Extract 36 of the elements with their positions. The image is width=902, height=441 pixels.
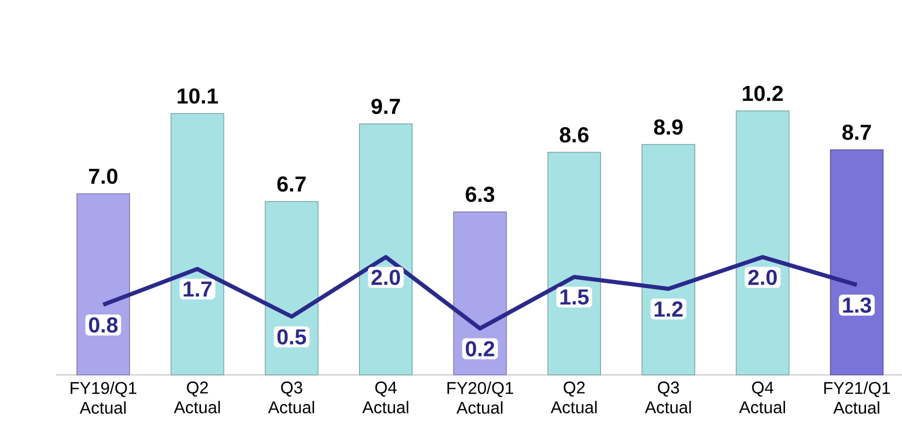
bar [170, 113, 224, 376]
x-tick-label: Q2 Actual [550, 382, 597, 414]
data-label: 6.7 [277, 176, 306, 192]
x-tick-label: Q4 Actual [362, 382, 408, 414]
bar [264, 201, 318, 376]
x-tick-label: FY20/Q1 Actual [447, 382, 514, 414]
bar [453, 212, 507, 376]
data-label: 7.0 [89, 168, 118, 184]
data-label: 1.7 [184, 282, 212, 297]
data-label: 0.5 [277, 329, 306, 345]
data-label: 8.9 [654, 119, 683, 135]
data-label: 1.3 [843, 298, 872, 313]
data-label: 8.6 [560, 127, 588, 143]
x-tick-label: Q4 Actual [739, 382, 786, 414]
data-label: 10.2 [742, 86, 783, 102]
x-tick-label: Q3 Actual [644, 382, 691, 414]
data-label: 1.5 [560, 290, 589, 305]
bar [736, 110, 790, 376]
bar [359, 124, 413, 376]
bar [547, 152, 601, 376]
data-label: 1.2 [654, 302, 683, 317]
data-label: 2.0 [371, 270, 400, 286]
bar [76, 193, 130, 376]
data-label: 10.1 [178, 88, 218, 104]
data-label: 8.7 [842, 124, 871, 140]
x-tick-label: FY21/Q1 Actual [824, 382, 890, 414]
x-tick-label: Q2 Actual [174, 382, 220, 414]
x-tick-label: Q3 Actual [268, 382, 314, 414]
data-label: 0.8 [89, 317, 118, 333]
data-label: 2.0 [748, 270, 777, 286]
bar [830, 149, 884, 376]
data-label: 0.2 [466, 341, 494, 357]
data-label: 9.7 [371, 98, 400, 114]
x-tick-label: FY19/Q1 Actual [70, 382, 136, 414]
data-label: 6.3 [466, 186, 494, 202]
bar [642, 144, 696, 376]
